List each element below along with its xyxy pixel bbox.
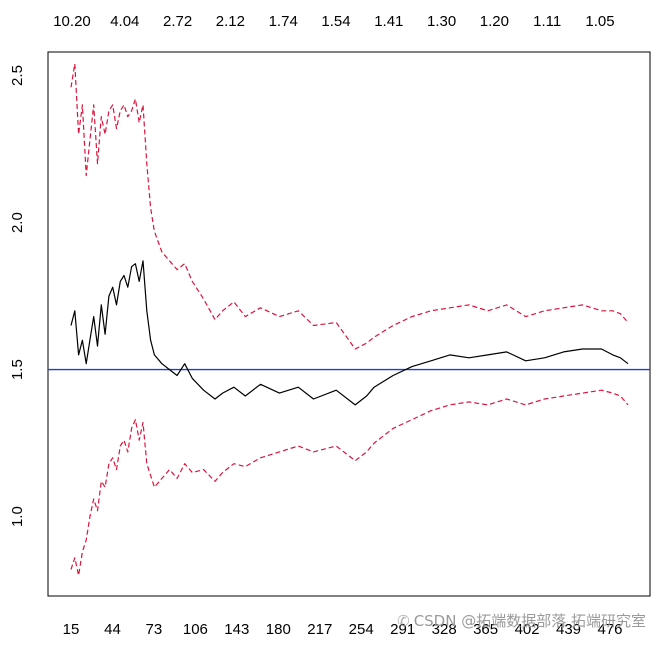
y-tick-label: 2.0	[9, 212, 26, 233]
x-top-tick-label: 4.04	[110, 13, 139, 30]
wechat-icon: ✆	[397, 612, 410, 630]
series-line-lower-band	[70, 389, 629, 577]
x-bottom-tick-label: 44	[104, 621, 121, 638]
y-tick-label: 2.5	[9, 65, 26, 86]
x-bottom-tick-label: 254	[349, 621, 374, 638]
axis-left: 1.0 1.5 2.0 2.5	[9, 65, 26, 527]
x-bottom-tick-label: 180	[266, 621, 291, 638]
x-top-tick-label: 1.05	[585, 13, 614, 30]
x-bottom-tick-label: 439	[556, 621, 581, 638]
x-top-tick-label: 2.72	[163, 13, 192, 30]
x-bottom-tick-label: 217	[307, 621, 332, 638]
watermark-text: CSDN @拓端数据部落 拓端研究室	[413, 612, 646, 630]
x-top-tick-label: 2.12	[216, 13, 245, 30]
x-top-tick-label: 1.11	[533, 13, 561, 30]
x-top-tick-label: 1.74	[269, 13, 298, 30]
x-top-tick-label: 1.20	[480, 13, 509, 30]
x-top-tick-label: 10.20	[53, 13, 91, 30]
axis-bottom: 15 44 73 106 143 180 217 254 291 328 365 402 439 476	[63, 621, 623, 638]
x-bottom-tick-label: 15	[63, 621, 80, 638]
series-line-upper-band	[70, 63, 629, 350]
series-line-estimate	[70, 260, 629, 406]
x-bottom-tick-label: 143	[224, 621, 249, 638]
axis-top: 10.20 4.04 2.72 2.12 1.74 1.54 1.41 1.30 1.20 1.1…	[53, 13, 614, 30]
y-tick-label: 1.0	[9, 506, 26, 527]
plot-content	[48, 63, 650, 577]
x-top-tick-label: 1.30	[427, 13, 456, 30]
x-top-tick-label: 1.54	[321, 13, 350, 30]
plot-frame	[47, 51, 651, 597]
x-bottom-tick-label: 365	[473, 621, 498, 638]
x-bottom-tick-label: 402	[515, 621, 540, 638]
x-bottom-tick-label: 476	[597, 621, 622, 638]
x-bottom-tick-label: 73	[146, 621, 163, 638]
watermark: ✆ CSDN @拓端数据部落 拓端研究室	[397, 610, 646, 631]
y-tick-label: 1.5	[9, 359, 26, 380]
x-bottom-tick-label: 106	[183, 621, 208, 638]
x-bottom-tick-label: 291	[390, 621, 415, 638]
x-bottom-tick-label: 328	[432, 621, 457, 638]
x-top-tick-label: 1.41	[374, 13, 403, 30]
